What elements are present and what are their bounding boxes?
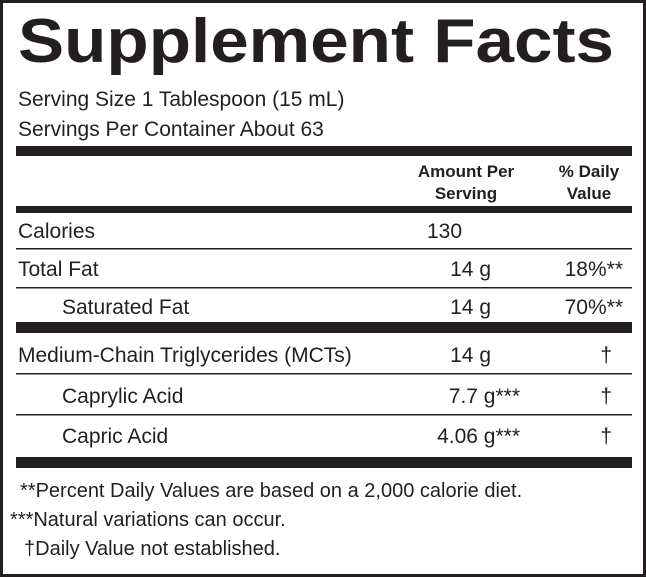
- row-amount: 14 g: [450, 258, 491, 281]
- row-name: Medium-Chain Triglycerides (MCTs): [18, 344, 352, 367]
- row-name: Total Fat: [18, 258, 99, 281]
- row-name: Calories: [18, 220, 95, 243]
- row-name: Saturated Fat: [62, 296, 189, 319]
- thin-rule: [16, 373, 632, 375]
- row-daily-value: †: [600, 344, 612, 367]
- thin-rule: [16, 414, 632, 416]
- thin-rule: [16, 248, 632, 250]
- thick-rule: [16, 206, 632, 213]
- header-amount: Serving: [435, 184, 497, 203]
- row-amount: 130: [427, 220, 462, 243]
- title: Supplement Facts: [18, 7, 614, 76]
- thick-rule: [16, 146, 632, 156]
- header-daily-value: Value: [567, 184, 611, 203]
- footnote: **Percent Daily Values are based on a 2,…: [20, 480, 522, 502]
- footnote: ***Natural variations can occur.: [10, 509, 286, 531]
- header-amount: Amount Per: [418, 162, 515, 181]
- footnote: †Daily Value not established.: [24, 538, 280, 560]
- thin-rule: [16, 287, 632, 289]
- row-amount: 14 g: [450, 296, 491, 319]
- thick-rule: [16, 322, 632, 333]
- row-daily-value: 18%**: [565, 258, 623, 281]
- thick-rule: [16, 457, 632, 468]
- row-daily-value: †: [600, 425, 612, 448]
- row-name: Capric Acid: [62, 425, 168, 448]
- row-amount: 14 g: [450, 344, 491, 367]
- servings-per-container: Servings Per Container About 63: [18, 118, 324, 141]
- row-daily-value: 70%**: [565, 296, 623, 319]
- serving-size: Serving Size 1 Tablespoon (15 mL): [18, 88, 344, 111]
- row-daily-value: †: [600, 385, 612, 408]
- row-amount: 4.06 g***: [437, 425, 520, 448]
- row-amount: 7.7 g***: [449, 385, 520, 408]
- header-daily-value: % Daily: [559, 162, 620, 181]
- row-name: Caprylic Acid: [62, 385, 183, 408]
